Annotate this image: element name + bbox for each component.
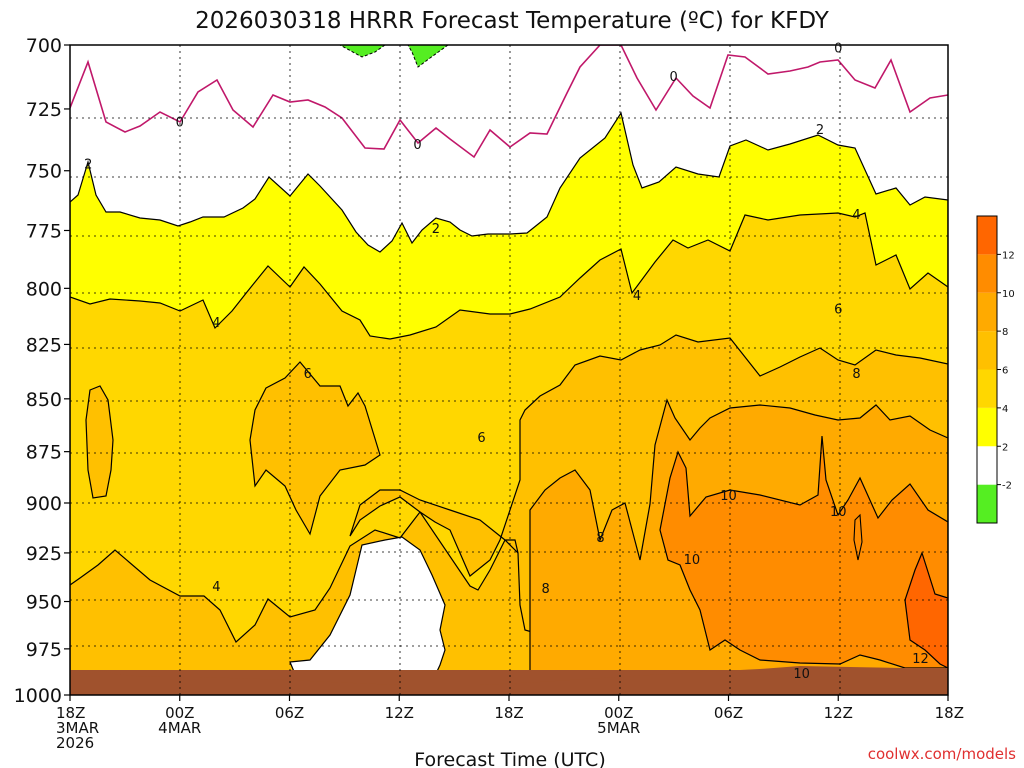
x-tick-label: 2026 <box>56 734 94 752</box>
x-tick-label: 18Z <box>494 704 523 722</box>
contour-label: 0 <box>413 138 421 153</box>
colorbar-swatch <box>977 254 997 293</box>
contour-label: 2 <box>432 222 440 237</box>
grid <box>70 45 948 695</box>
x-tick-label: 18Z <box>935 704 964 722</box>
colorbar-label: -2 <box>1002 481 1012 492</box>
y-tick-label: 800 <box>26 278 62 300</box>
contour-label: 4 <box>212 316 220 331</box>
x-tick-label: 00Z <box>604 704 633 722</box>
colorbar-label: 2 <box>1002 442 1008 453</box>
colorbar-label: 6 <box>1002 366 1008 377</box>
x-tick-label: 06Z <box>275 704 304 722</box>
contour-label: 0 <box>834 42 842 57</box>
y-tick-label: 900 <box>26 493 62 515</box>
colorbar-swatch <box>977 292 997 332</box>
contour-label: 8 <box>541 582 549 597</box>
y-tick-label: 700 <box>26 35 62 57</box>
cell-10-small <box>853 513 863 561</box>
y-tick-label: 750 <box>26 161 62 183</box>
colorbar-frame <box>976 215 998 524</box>
x-tick-label: 12Z <box>385 704 414 722</box>
y-tick-label: 975 <box>26 639 62 661</box>
x-tick-label: 3MAR <box>56 719 99 737</box>
y-tick-label: 1000 <box>14 685 62 707</box>
patch-below-minus2-a <box>339 45 386 58</box>
contour-label: 0 <box>669 70 677 85</box>
contour-label: 6 <box>834 303 842 318</box>
y-tick-label: 775 <box>26 220 62 242</box>
temperature-field <box>70 45 948 695</box>
patch-below-minus2-b <box>407 45 449 68</box>
contour-label: 6 <box>304 367 312 382</box>
colorbar-swatch <box>977 369 997 408</box>
chart-title: 2026030318 HRRR Forecast Temperature (ºC… <box>195 8 830 34</box>
colorbar-swatch <box>977 216 997 255</box>
x-tick-label: 5MAR <box>597 719 640 737</box>
x-tick-label: 06Z <box>714 704 743 722</box>
colorbar-swatch <box>977 484 997 523</box>
contour-label: 10 <box>793 667 810 682</box>
y-tick-label: 825 <box>26 334 62 356</box>
y-axis: 700 725 750 775 800 825 850 875 900 925 950 975 1000 <box>14 35 70 707</box>
y-tick-label: 725 <box>26 99 62 121</box>
contour-label: 2 <box>84 157 92 172</box>
contour-label: 10 <box>684 553 701 568</box>
x-tick-label: 18Z <box>56 704 85 722</box>
contour-label: 8 <box>852 367 860 382</box>
colorbar-label: 8 <box>1002 327 1008 338</box>
contour-label: 0 <box>176 115 184 130</box>
y-tick-label: 850 <box>26 389 62 411</box>
contour-label: 4 <box>852 208 860 223</box>
colorbar-swatch <box>977 407 997 447</box>
band-above-12 <box>904 551 948 669</box>
contour-label: 6 <box>477 431 485 446</box>
y-tick-label: 875 <box>26 442 62 464</box>
x-tick-label: 4MAR <box>158 719 201 737</box>
contour-label: 4 <box>212 580 220 595</box>
terrain-edge <box>70 666 948 695</box>
y-tick-label: 950 <box>26 592 62 614</box>
contour-label: 12 <box>912 652 929 667</box>
x-axis-label: Forecast Time (UTC) <box>414 749 605 768</box>
x-tick-label: 12Z <box>824 704 853 722</box>
colorbar-label: 10 <box>1002 289 1015 300</box>
contour-label: 4 <box>633 289 641 304</box>
x-tick-label: 00Z <box>165 704 194 722</box>
contour-label: 2 <box>816 123 824 138</box>
colorbar-label: 12 <box>1002 250 1015 261</box>
colorbar: -2 2 4 6 8 10 12 <box>976 215 1015 524</box>
colorbar-label: 4 <box>1002 404 1008 415</box>
colorbar-swatch <box>977 446 997 485</box>
contour-label: 8 <box>596 531 604 546</box>
colorbar-swatch <box>977 331 997 370</box>
credit-link[interactable]: coolwx.com/models <box>868 745 1016 763</box>
y-tick-label: 925 <box>26 543 62 565</box>
contour-label: 10 <box>720 489 737 504</box>
contour-labels: 0 0 0 0 2 2 2 4 4 4 4 6 6 6 8 8 8 10 10 10 10 12 <box>84 42 929 682</box>
contour-label: 10 <box>830 505 847 520</box>
